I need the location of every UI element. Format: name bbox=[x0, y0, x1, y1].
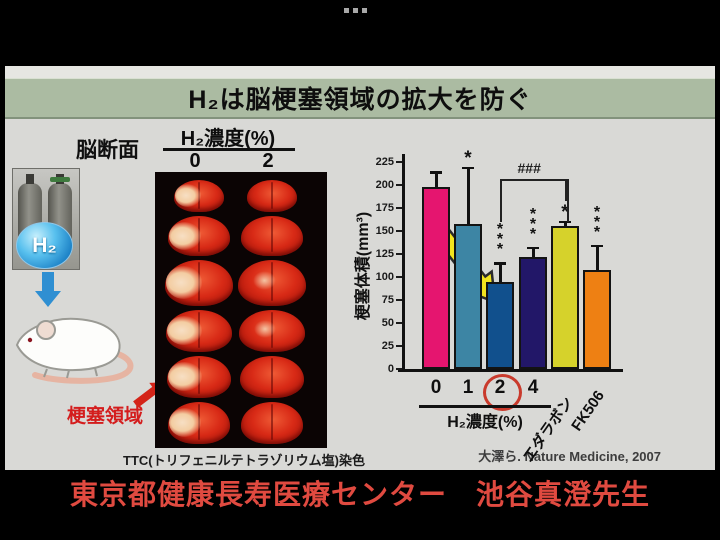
y-tick bbox=[396, 276, 402, 278]
significance-marker: * bbox=[464, 147, 472, 169]
error-bar bbox=[467, 166, 470, 224]
bar-2 bbox=[486, 281, 514, 369]
y-tick-label: 150 bbox=[375, 225, 394, 237]
y-tick-label: 100 bbox=[375, 271, 394, 283]
brain-slice bbox=[239, 310, 305, 352]
slide-title: H₂は脳梗塞領域の拡大を防ぐ bbox=[188, 86, 532, 114]
bar-4 bbox=[519, 256, 547, 369]
bar-0 bbox=[422, 186, 450, 369]
brain-slice bbox=[167, 356, 231, 398]
error-bar-cap bbox=[494, 262, 506, 265]
ttc-caption: TTC(トリフェニルテトラゾリウム塩)染色 bbox=[123, 453, 365, 468]
y-tick-label: 75 bbox=[381, 294, 394, 306]
y-tick bbox=[396, 161, 402, 163]
error-bar-cap bbox=[430, 171, 442, 174]
bar-FK506 bbox=[583, 269, 611, 369]
error-bar bbox=[564, 220, 567, 227]
citation: 大澤ら. Nature Medicine, 2007 bbox=[478, 449, 661, 464]
brain-slice bbox=[166, 310, 232, 352]
gas-cylinders-photo: H₂ bbox=[12, 168, 80, 270]
brain-section-label: 脳断面 bbox=[76, 139, 139, 162]
error-bar-cap bbox=[462, 166, 474, 170]
y-tick bbox=[396, 345, 402, 347]
y-tick-label: 200 bbox=[375, 179, 394, 191]
y-tick-label: 0 bbox=[387, 363, 394, 375]
y-tick-label: 175 bbox=[375, 202, 394, 214]
bar-エダラボン bbox=[551, 226, 579, 369]
y-tick-label: 50 bbox=[381, 317, 394, 329]
x-category-label: 1 bbox=[462, 377, 474, 398]
h2-group-underline bbox=[419, 405, 551, 408]
y-tick bbox=[396, 368, 402, 370]
y-tick bbox=[396, 322, 402, 324]
presentation-slide: H₂は脳梗塞領域の拡大を防ぐ 脳断面 H₂ 梗塞領域 H₂濃度(%) 0 2 T… bbox=[5, 66, 715, 470]
y-tick-label: 25 bbox=[381, 340, 394, 352]
x-category-label: 0 bbox=[430, 377, 442, 398]
brain-slice bbox=[241, 402, 303, 444]
significance-marker: * * * bbox=[496, 221, 504, 259]
infarct-volume-bar-chart: 梗塞体積(mm³) H₂濃度(%) 0 25 50 75 100 125 150 175 200… bbox=[340, 147, 680, 465]
y-tick bbox=[396, 299, 402, 301]
y-axis bbox=[402, 154, 405, 372]
significance-marker: * bbox=[561, 201, 569, 223]
error-bar bbox=[499, 262, 502, 282]
slide-title-banner: H₂は脳梗塞領域の拡大を防ぐ bbox=[5, 78, 715, 119]
y-tick-label: 125 bbox=[375, 248, 394, 260]
more-options-icon[interactable] bbox=[344, 8, 367, 13]
column-label-2: 2 bbox=[262, 150, 274, 172]
brain-slice bbox=[240, 356, 304, 398]
error-bar bbox=[596, 244, 599, 270]
blue-down-arrow-icon bbox=[35, 272, 61, 308]
credit-caption: 東京都健康長寿医療センター 池谷真澄先生 bbox=[69, 479, 650, 510]
brain-slices-panel bbox=[155, 172, 327, 448]
y-tick bbox=[396, 253, 402, 255]
h2-gas-badge: H₂ bbox=[16, 222, 73, 269]
mouse-illustration bbox=[15, 317, 134, 384]
brain-slice bbox=[241, 216, 303, 256]
error-bar-cap bbox=[559, 220, 571, 224]
slice-panel-heading: H₂濃度(%) bbox=[180, 128, 276, 150]
brain-slice bbox=[238, 260, 306, 306]
y-tick-label: 225 bbox=[375, 156, 394, 168]
x-category-label: 2 bbox=[494, 377, 506, 398]
brain-slice bbox=[174, 180, 224, 212]
error-bar bbox=[532, 246, 535, 257]
y-tick bbox=[396, 184, 402, 186]
highlight-circle bbox=[483, 374, 522, 411]
column-label-0: 0 bbox=[189, 150, 201, 172]
y-tick bbox=[396, 207, 402, 209]
infarct-area-label: 梗塞領域 bbox=[67, 406, 144, 427]
brain-slice bbox=[247, 180, 297, 212]
x-axis bbox=[398, 369, 623, 372]
significance-marker: * * * bbox=[529, 205, 537, 243]
x-category-label: 4 bbox=[527, 377, 539, 398]
h2-group-label: H₂濃度(%) bbox=[447, 414, 523, 431]
heading-underline bbox=[163, 148, 295, 151]
comparison-bracket bbox=[500, 179, 569, 222]
brain-slice bbox=[168, 402, 230, 444]
comparison-label: ### bbox=[517, 160, 541, 176]
significance-marker: * * * bbox=[593, 203, 601, 241]
error-bar bbox=[435, 171, 438, 187]
error-bar-cap bbox=[527, 246, 539, 250]
y-tick bbox=[396, 230, 402, 232]
error-bar-cap bbox=[591, 244, 603, 248]
brain-slice bbox=[168, 216, 230, 256]
bar-1 bbox=[454, 223, 482, 369]
brain-slice bbox=[165, 260, 233, 306]
comparison-bracket-right bbox=[565, 179, 567, 201]
